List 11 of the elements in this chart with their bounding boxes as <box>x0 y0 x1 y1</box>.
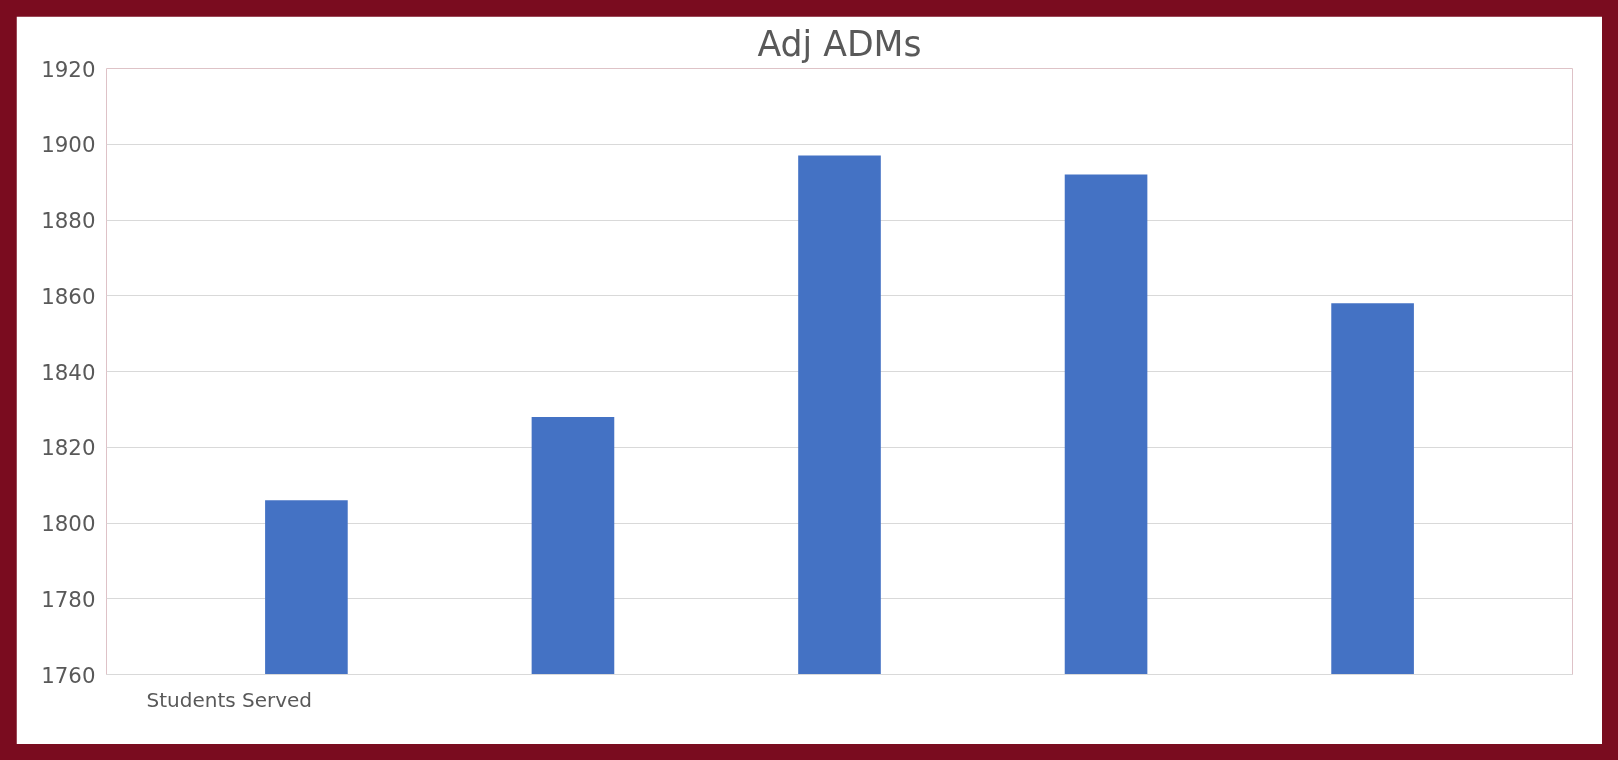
y-tick-label: 1780 <box>41 586 96 612</box>
chart-title: Adj ADMs <box>757 23 922 64</box>
text: Students Served <box>146 687 313 712</box>
y-tick-label: 1860 <box>41 283 96 309</box>
y-tick-label: 1920 <box>41 56 96 82</box>
y-tick-label: 1840 <box>41 359 96 385</box>
y-tick-label: 1900 <box>41 132 96 158</box>
y-tick-label: 1800 <box>41 511 96 536</box>
y-tick-label: 1760 <box>41 662 96 688</box>
y-tick-label: 1880 <box>41 208 96 233</box>
y-tick-label: 1820 <box>41 435 96 461</box>
